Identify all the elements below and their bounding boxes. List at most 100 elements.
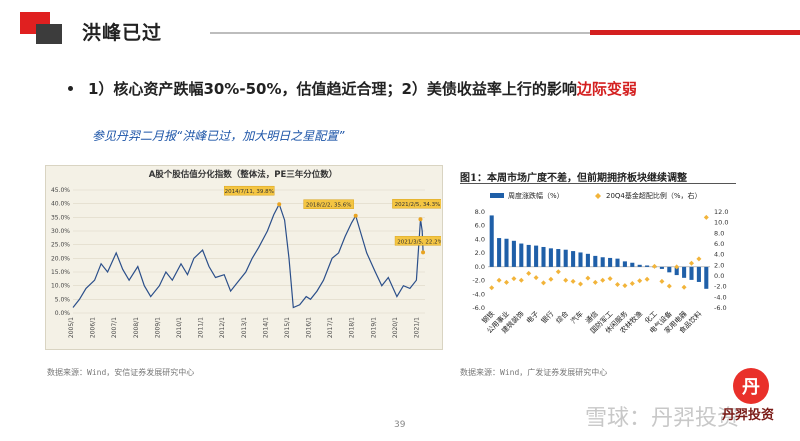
left-axis-tick: 8.0	[475, 208, 485, 216]
fund-overweight-dot	[585, 275, 591, 281]
x-tick-label: 2020/1	[392, 317, 399, 338]
weekly-change-bar	[608, 257, 613, 267]
annotation-label-box	[392, 198, 441, 209]
right-axis-tick: 10.0	[714, 219, 728, 227]
weekly-change-bar	[645, 265, 650, 267]
brand-logo-icon: 丹	[733, 368, 769, 404]
weekly-change-bar	[667, 266, 672, 273]
bullet-highlight-text: 边际变弱	[576, 80, 637, 98]
x-tick-label: 2013/1	[241, 317, 248, 338]
fund-overweight-dot	[637, 278, 643, 284]
x-tick-label: 2005/1	[68, 317, 75, 338]
x-tick-label: 2011/1	[198, 317, 205, 338]
fund-overweight-dot	[578, 281, 583, 287]
fund-overweight-dot	[511, 276, 517, 282]
fund-overweight-dot	[681, 284, 687, 290]
fund-overweight-dot	[548, 276, 554, 282]
right-bar-chart: 周度涨跌幅（%） 20Q4基金超配比例（%，右） -6.0 -4.0 -2.0 0.0 2.…	[472, 191, 728, 335]
legend-swatch-bars	[490, 193, 504, 198]
left-axis-tick: -6.0	[472, 304, 485, 312]
annotation-label-box	[303, 199, 354, 209]
x-tick-label: 2017/1	[327, 317, 334, 338]
fund-overweight-dot	[600, 277, 606, 283]
weekly-change-bar	[578, 252, 583, 267]
category-label: 电子	[524, 309, 540, 325]
x-tick-label: 2014/1	[262, 317, 269, 338]
fund-overweight-dot	[629, 280, 635, 286]
weekly-change-bar	[511, 240, 516, 267]
fund-overweight-dot	[607, 276, 613, 282]
category-label: 汽车	[569, 309, 585, 325]
weekly-change-bar	[489, 215, 494, 267]
x-tick-label: 2010/1	[176, 317, 183, 338]
weekly-change-bar	[497, 238, 502, 267]
fund-overweight-dot	[555, 269, 561, 275]
fund-overweight-dot	[526, 270, 532, 276]
legend-swatch-dots	[595, 193, 601, 199]
weekly-change-bar	[696, 266, 701, 282]
weekly-change-bar	[556, 249, 561, 267]
fund-overweight-dot	[659, 278, 665, 284]
y-tick-label: 15.0%	[51, 269, 70, 276]
annotation-label: 2014/7/11, 39.8%	[225, 189, 274, 195]
legend-label-dots: 20Q4基金超配比例（%，右）	[606, 191, 702, 200]
x-tick-label: 2016/1	[306, 317, 313, 338]
annotation-marker	[277, 202, 282, 207]
weekly-change-bar	[571, 251, 576, 267]
right-axis-tick: 0.0	[714, 272, 724, 280]
fund-overweight-dot	[489, 285, 495, 291]
right-chart-title-rule	[460, 183, 736, 184]
fund-overweight-dot	[622, 283, 628, 289]
page-number: 39	[394, 420, 406, 430]
fund-overweight-dot	[666, 283, 672, 289]
fund-overweight-dot	[652, 263, 657, 269]
y-tick-label: 5.0%	[55, 296, 71, 303]
valuation-divergence-line	[72, 202, 424, 309]
weekly-change-bar	[704, 266, 709, 289]
weekly-change-bar	[593, 255, 598, 267]
y-tick-label: 10.0%	[51, 283, 70, 290]
left-chart-source: 数据来源：Wind，安信证券发展研究中心	[47, 368, 195, 377]
right-axis-tick: 2.0	[714, 261, 724, 269]
right-chart-source: 数据来源：Wind，广发证券发展研究中心	[460, 368, 608, 377]
y-tick-label: 45.0%	[51, 187, 70, 194]
weekly-change-bar	[674, 266, 679, 276]
bullet-text: 1）核心资产跌幅30%-50%，估值趋近合理；2）美债收益率上行的影响边际变弱	[88, 78, 637, 99]
fund-overweight-dot	[504, 279, 509, 285]
x-tick-label: 2008/1	[133, 317, 140, 338]
left-axis-tick: 4.0	[475, 235, 485, 243]
y-tick-label: 35.0%	[51, 214, 70, 221]
weekly-change-bar	[622, 261, 627, 267]
weekly-change-bar	[504, 238, 509, 267]
right-axis-tick: 4.0	[714, 251, 724, 259]
right-axis-tick: 8.0	[714, 229, 724, 237]
annotation-marker	[421, 250, 426, 255]
bullet-point-icon	[68, 86, 73, 91]
fund-overweight-dot	[533, 275, 539, 281]
right-axis-tick: -6.0	[714, 304, 727, 312]
x-tick-label: 2015/1	[284, 317, 291, 338]
watermark-text: 雪球：丹羿投资	[585, 406, 740, 431]
y-tick-label: 40.0%	[51, 201, 70, 208]
weekly-change-bar	[519, 243, 524, 267]
x-tick-label: 2009/1	[154, 317, 161, 338]
weekly-change-bar	[534, 245, 539, 267]
weekly-change-bar	[630, 262, 635, 267]
left-chart-title: A股个股估值分化指数（整体法，PE三年分位数）	[148, 170, 338, 180]
weekly-change-bar	[563, 249, 568, 267]
fund-overweight-dot	[570, 278, 576, 284]
fund-overweight-dot	[689, 260, 694, 266]
right-chart-title: 图1：本周市场广度不差，但前期拥挤板块继续调整	[460, 173, 687, 184]
category-label: 银行	[539, 309, 555, 325]
left-axis-tick: 6.0	[475, 222, 485, 230]
weekly-change-bar	[615, 258, 620, 267]
category-label: 综合	[554, 309, 570, 325]
left-axis-tick: -4.0	[472, 290, 485, 298]
fund-overweight-dot	[696, 256, 702, 262]
fund-overweight-dot	[518, 277, 524, 283]
weekly-change-bar	[541, 246, 546, 267]
annotation-label-box	[394, 236, 441, 246]
fund-overweight-dot	[541, 280, 546, 286]
x-tick-label: 2012/1	[219, 317, 226, 338]
fund-overweight-dot	[644, 276, 650, 282]
